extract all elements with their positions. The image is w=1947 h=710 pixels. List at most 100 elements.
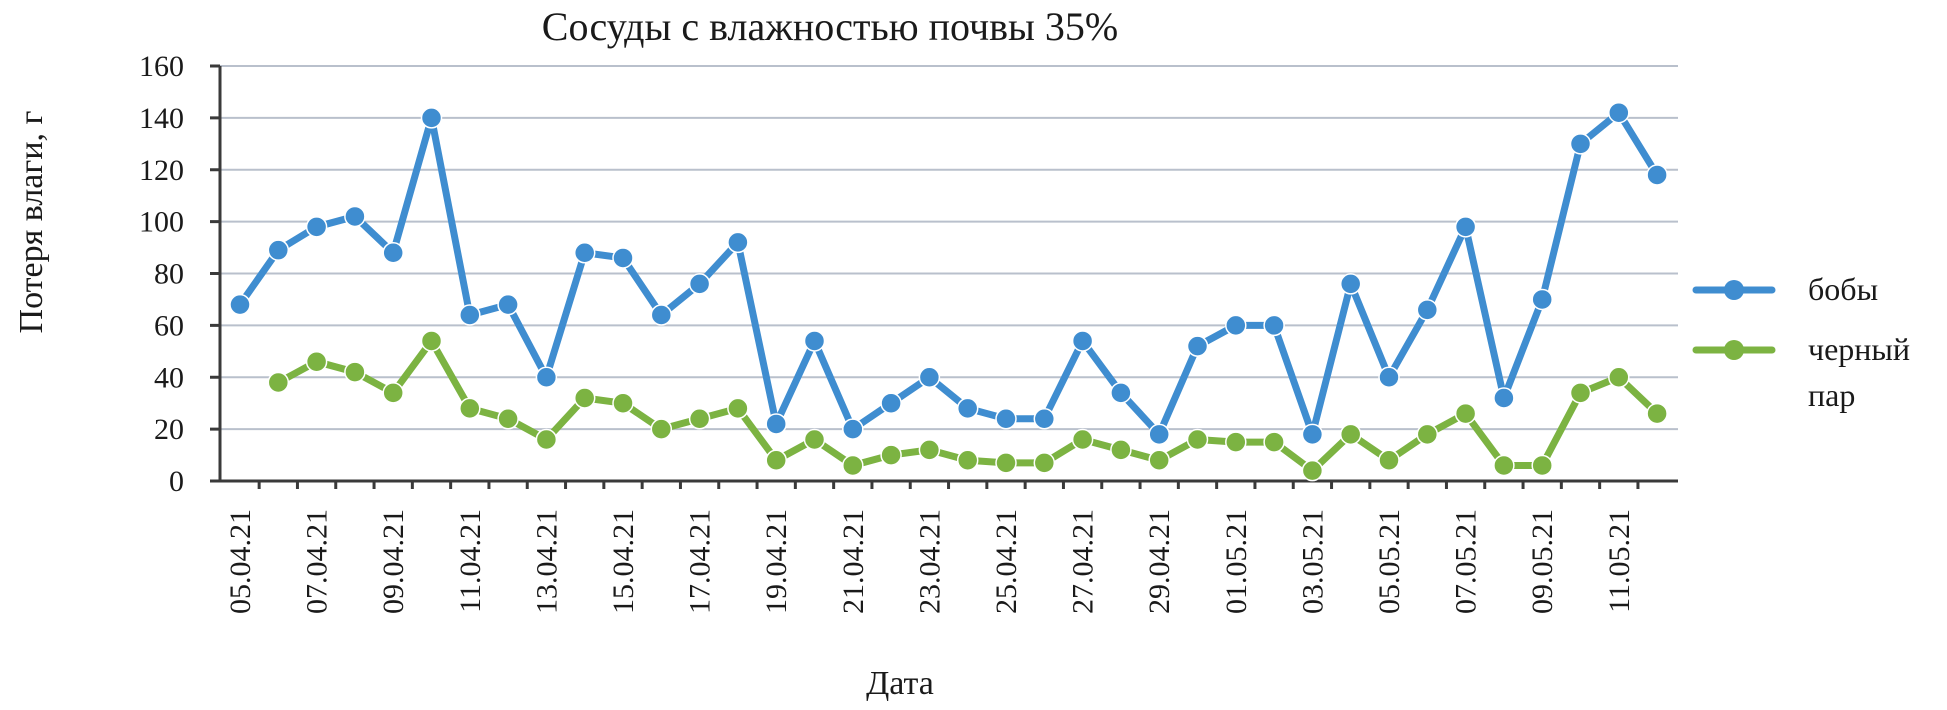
data-point — [420, 330, 443, 352]
data-point — [612, 247, 634, 269]
data-point — [1301, 459, 1324, 482]
data-point — [1110, 439, 1132, 461]
data-point — [497, 408, 519, 430]
data-point — [1186, 428, 1209, 451]
data-point — [267, 239, 290, 261]
data-point — [1110, 382, 1132, 404]
data-point — [1493, 454, 1515, 477]
legend-swatch-marker — [1724, 280, 1744, 300]
x-axis-ticks: 05.04.21 07.04.21 09.04.21 11.04.21 13.04.21… — [224, 509, 1636, 614]
x-tick-label: 13.04.21 — [530, 509, 563, 614]
data-point — [956, 397, 979, 420]
x-tick-label: 11.04.21 — [454, 509, 487, 613]
data-point — [1608, 101, 1630, 124]
x-axis-label: Дата — [866, 665, 934, 702]
legend-label: черный пар — [1808, 331, 1910, 413]
data-point — [1033, 452, 1056, 474]
data-point — [1148, 423, 1170, 446]
data-point — [1339, 273, 1362, 295]
data-point — [918, 439, 941, 461]
data-point — [1186, 335, 1209, 357]
axes — [210, 64, 1678, 489]
data-point — [1608, 366, 1630, 388]
data-point — [1339, 423, 1362, 446]
legend-swatch-marker — [1724, 340, 1744, 360]
y-tick-label: 100 — [139, 206, 184, 239]
data-point — [803, 428, 826, 451]
data-point — [573, 242, 596, 264]
y-tick-label: 140 — [139, 102, 184, 135]
data-point — [1148, 449, 1170, 471]
data-point — [497, 293, 519, 316]
data-point — [459, 397, 481, 420]
data-point — [1454, 216, 1477, 238]
data-point — [842, 418, 864, 440]
data-point — [1416, 299, 1439, 321]
data-point — [803, 330, 826, 352]
x-tick-label: 01.05.21 — [1220, 509, 1253, 614]
x-tick-label: 27.04.21 — [1067, 509, 1100, 614]
y-tick-label: 40 — [154, 361, 184, 394]
data-point — [267, 371, 290, 394]
y-tick-label: 80 — [154, 258, 184, 291]
y-tick-label: 60 — [154, 309, 184, 342]
data-point — [727, 231, 749, 254]
data-point — [842, 454, 864, 477]
x-tick-label: 19.04.21 — [760, 509, 793, 614]
data-point — [382, 382, 404, 404]
data-point — [344, 205, 366, 228]
data-point — [535, 428, 558, 451]
legend-entry-1: бобы — [1692, 271, 1878, 307]
legend-label-line: черный — [1808, 331, 1910, 367]
data-point — [1071, 428, 1094, 451]
data-point — [420, 107, 443, 129]
x-tick-label: 09.04.21 — [377, 509, 410, 614]
series-2 — [267, 330, 1668, 482]
data-point — [1569, 133, 1592, 155]
data-point — [1263, 431, 1285, 453]
data-point — [880, 392, 902, 414]
data-point — [1225, 314, 1247, 337]
legend-entry-2: черный пар — [1692, 331, 1910, 413]
x-tick-label: 15.04.21 — [607, 509, 640, 614]
data-point — [1646, 164, 1668, 186]
data-point — [612, 392, 634, 414]
data-point — [382, 242, 404, 264]
x-tick-label: 07.05.21 — [1450, 509, 1483, 614]
data-point — [650, 418, 673, 440]
data-point — [650, 304, 673, 326]
data-point — [1378, 366, 1400, 388]
data-point — [1646, 402, 1668, 425]
data-point — [1263, 314, 1285, 337]
data-point — [880, 444, 902, 466]
y-tick-label: 0 — [169, 465, 184, 498]
data-point — [229, 293, 251, 316]
data-point — [305, 216, 328, 238]
data-point — [727, 397, 749, 420]
data-point — [344, 361, 366, 383]
data-point — [995, 408, 1017, 430]
series-1 — [229, 101, 1668, 446]
data-point — [1225, 431, 1247, 453]
series — [229, 101, 1668, 482]
data-point — [1033, 408, 1056, 430]
data-point — [305, 350, 328, 373]
y-axis-ticks: 0 20 40 60 80 100 120 140 160 — [139, 50, 184, 498]
x-tick-label: 09.05.21 — [1526, 509, 1559, 614]
data-point — [765, 413, 787, 435]
data-point — [1416, 423, 1439, 446]
x-tick-label: 05.05.21 — [1373, 509, 1406, 614]
y-axis-label: Потеря влаги, г — [13, 110, 50, 333]
x-tick-label: 25.04.21 — [990, 509, 1023, 614]
x-tick-label: 11.05.21 — [1603, 509, 1636, 613]
x-tick-label: 29.04.21 — [1143, 509, 1176, 614]
data-point — [688, 408, 711, 430]
data-point — [1569, 382, 1592, 404]
data-point — [956, 449, 979, 471]
x-tick-label: 21.04.21 — [837, 509, 870, 614]
data-point — [1454, 402, 1477, 425]
data-point — [1531, 454, 1553, 477]
legend-label: бобы — [1808, 271, 1878, 307]
y-tick-label: 160 — [139, 50, 184, 83]
